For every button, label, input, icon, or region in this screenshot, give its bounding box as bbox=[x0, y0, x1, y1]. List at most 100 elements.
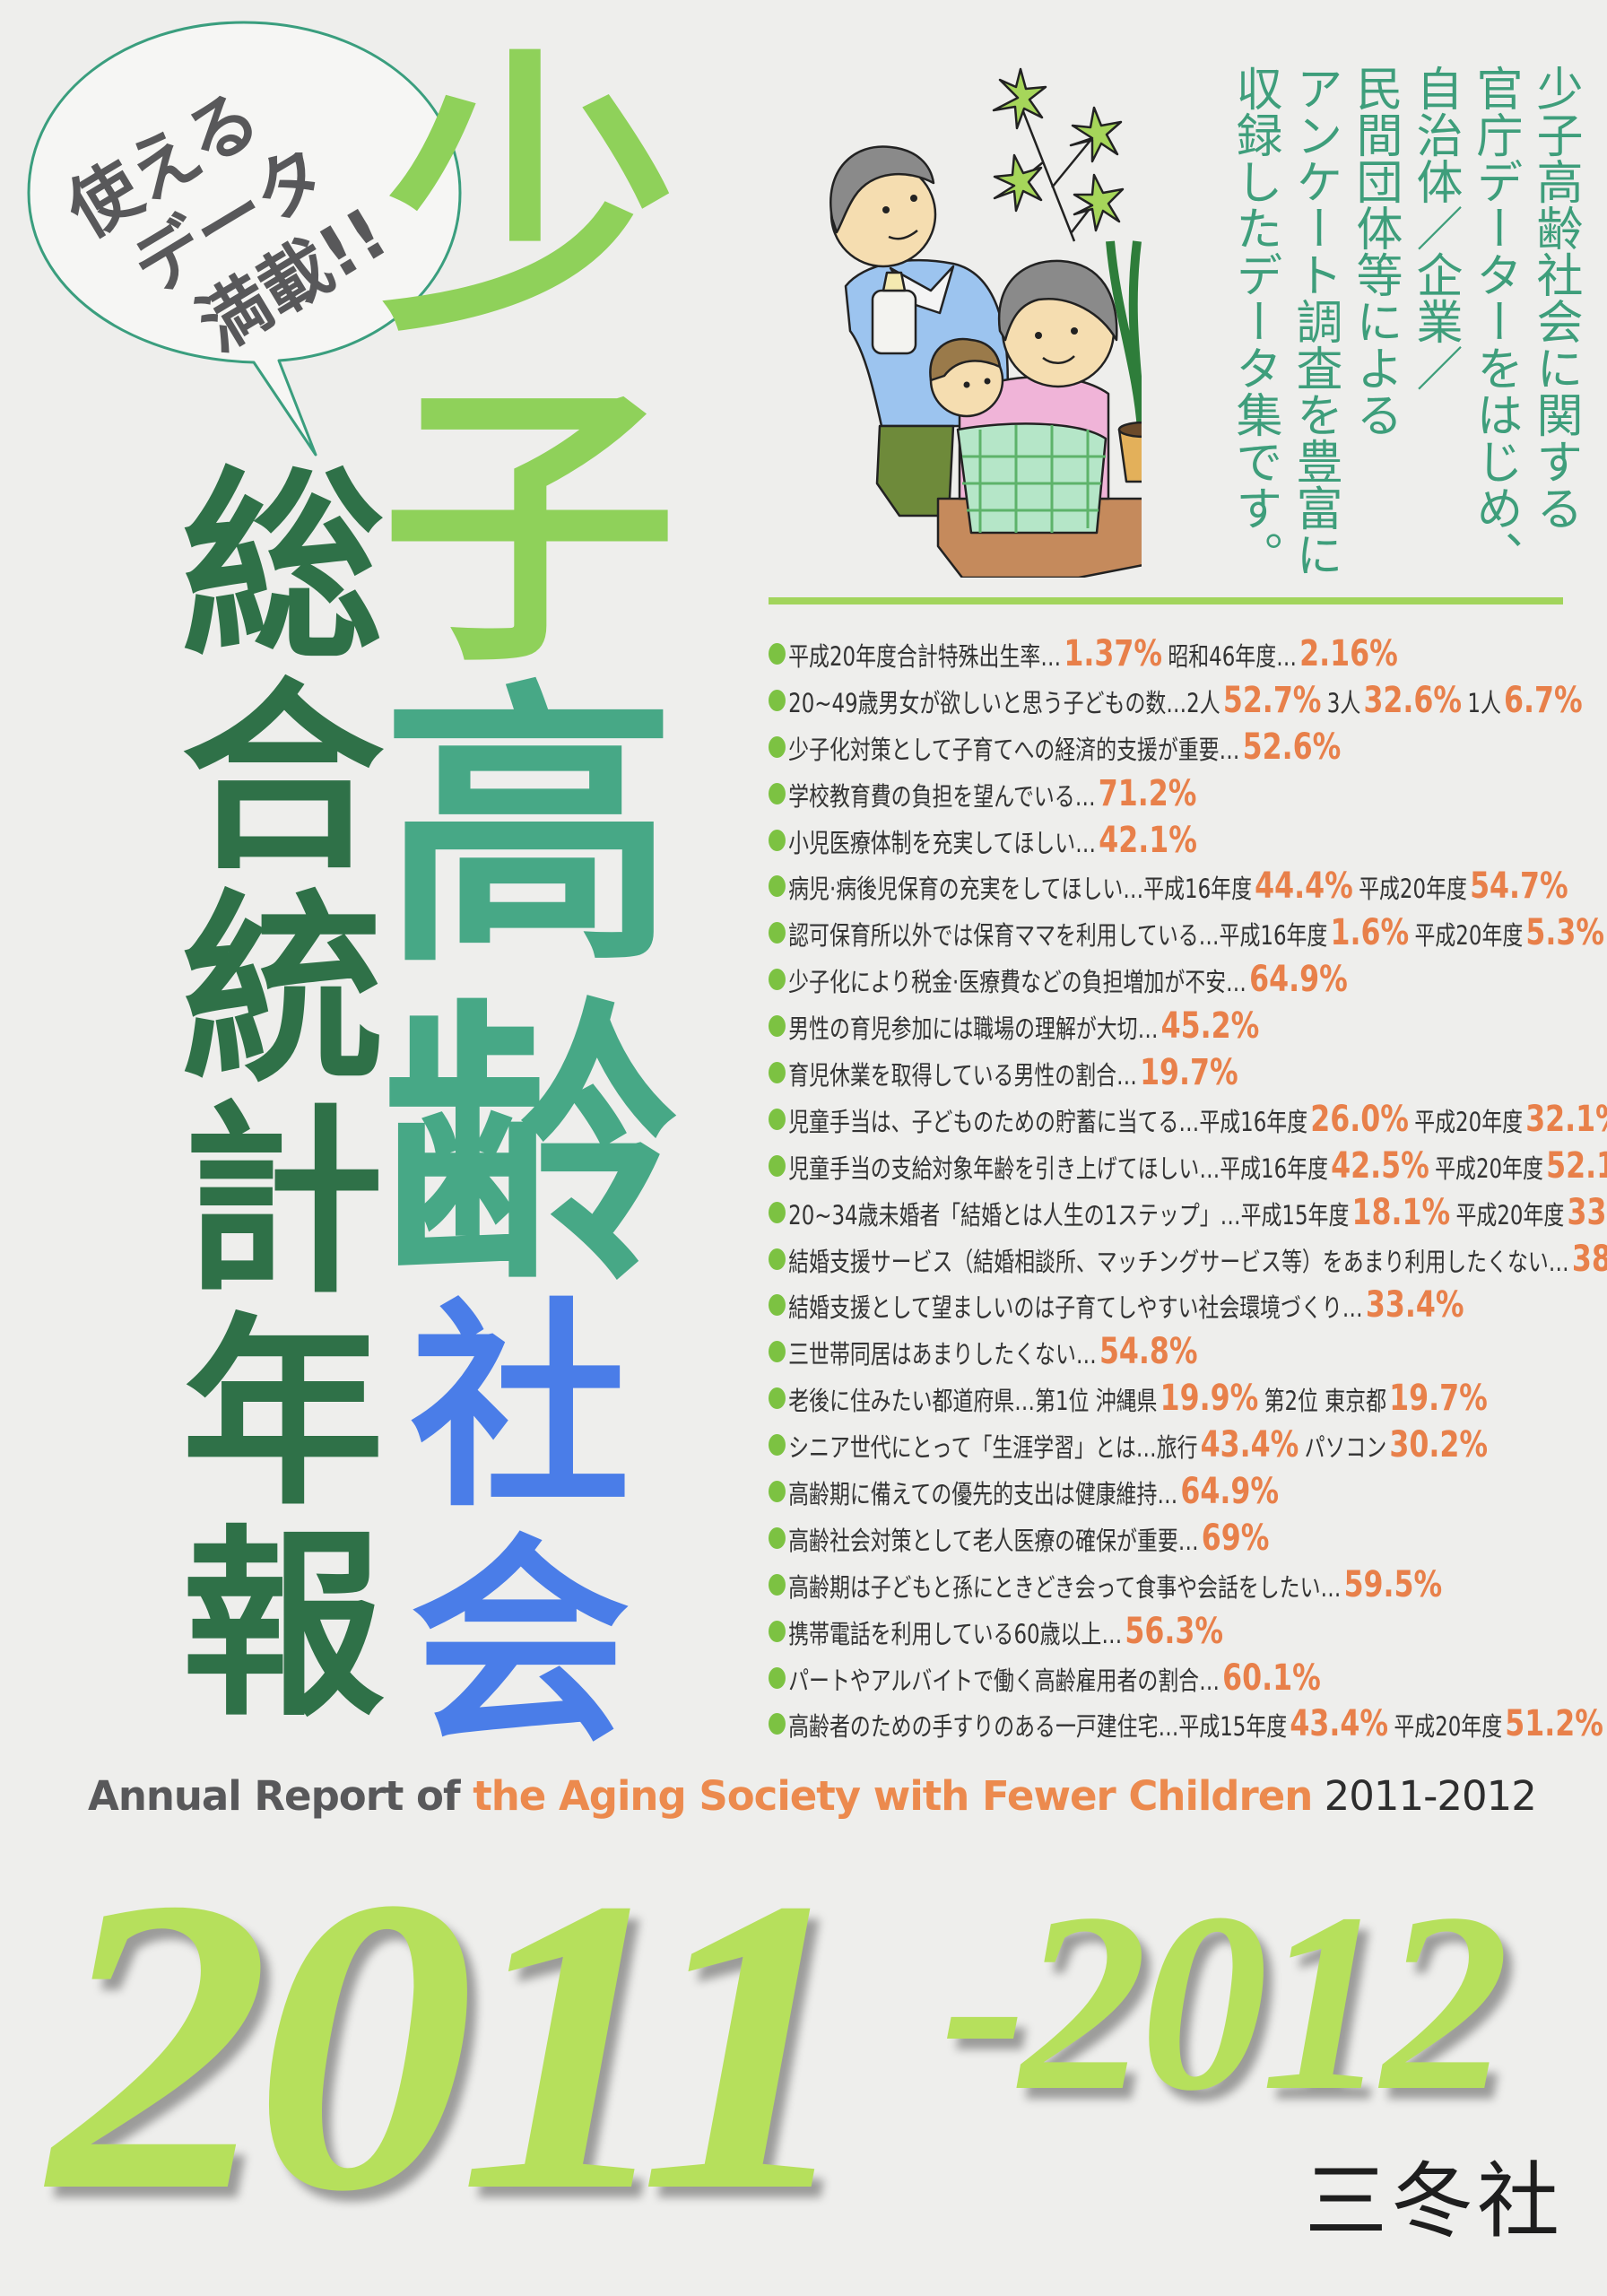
fact-label: 少子化により税金·医療費などの負担増加が不安… bbox=[788, 967, 1247, 998]
divider-line bbox=[769, 597, 1563, 604]
bullet-icon bbox=[769, 1061, 786, 1083]
fact-value: 43.4% bbox=[1200, 1424, 1299, 1466]
fact-value: 26.0% bbox=[1310, 1098, 1409, 1140]
fact-label: シニア世代にとって「生涯学習」とは…旅行 bbox=[788, 1432, 1198, 1464]
fact-label: 小児医療体制を充実してほしい… bbox=[788, 827, 1097, 858]
fact-item: 老後に住みたい都道府県…第1位 沖縄県 19.9% 第2位 東京都 19.7% bbox=[769, 1375, 1594, 1422]
fact-label: 認可保育所以外では保育ママを利用している…平成16年度 bbox=[788, 920, 1328, 952]
fact-value: 38% bbox=[1571, 1238, 1607, 1280]
fact-item: 男性の育児参加には職場の理解が大切… 45.2% bbox=[769, 1003, 1594, 1049]
fact-value: 64.9% bbox=[1249, 959, 1348, 1001]
bullet-icon bbox=[769, 829, 786, 851]
bullet-icon bbox=[769, 1201, 786, 1223]
fact-value: 71.2% bbox=[1098, 772, 1197, 814]
fact-value: 33.4% bbox=[1365, 1284, 1464, 1326]
fact-label: 平成20年度合計特殊出生率… bbox=[788, 640, 1062, 672]
fact-value: 42.5% bbox=[1331, 1144, 1429, 1187]
fact-value: 51.2% bbox=[1505, 1703, 1603, 1745]
facts-list: 平成20年度合計特殊出生率… 1.37% 昭和46年度… 2.16% 20~49歳男女が… bbox=[769, 631, 1607, 1747]
fact-value: 54.7% bbox=[1470, 865, 1568, 908]
bullet-icon bbox=[769, 1387, 786, 1410]
blurb-column: 官庁データーをはじめ、 bbox=[1468, 65, 1522, 578]
bullet-icon bbox=[769, 1620, 786, 1642]
fact-value: 52.7% bbox=[1222, 679, 1322, 721]
fact-value: 1.37% bbox=[1064, 632, 1162, 674]
bullet-icon bbox=[769, 1154, 786, 1177]
fact-label: 高齢期は子どもと孫にときどき会って食事や会話をしたい… bbox=[788, 1571, 1342, 1603]
fact-value: 60.1% bbox=[1222, 1657, 1321, 1699]
bullet-icon bbox=[769, 875, 786, 898]
blurb-column: 自治体／企業／ bbox=[1408, 65, 1462, 391]
fact-value: 32.1% bbox=[1525, 1098, 1607, 1140]
fact-item: 高齢社会対策として老人医療の確保が重要… 69% bbox=[769, 1515, 1594, 1561]
fact-label: 児童手当の支給対象年齢を引き上げてほしい…平成16年度 bbox=[788, 1152, 1329, 1184]
fact-value: 19.7% bbox=[1389, 1378, 1488, 1420]
fact-value: 32.6% bbox=[1363, 679, 1463, 721]
subtitle: 総合統計年報 bbox=[147, 459, 383, 1729]
english-title-part: 2011-2012 bbox=[1312, 1772, 1537, 1820]
bullet-icon bbox=[769, 1713, 786, 1735]
fact-item: 少子化対策として子育てへの経済的支援が重要… 52.6% bbox=[769, 724, 1594, 770]
fact-label: 平成20年度 bbox=[1435, 1152, 1543, 1184]
fact-item: パートやアルバイトで働く高齢雇用者の割合… 60.1% bbox=[769, 1655, 1594, 1701]
fact-item: 病児·病後児保育の充実をしてほしい…平成16年度 44.4% 平成20年度 54.7% bbox=[769, 863, 1594, 909]
fact-value: 19.9% bbox=[1160, 1378, 1259, 1420]
fact-value: 6.7% bbox=[1504, 679, 1583, 721]
fact-label: 平成20年度 bbox=[1414, 920, 1524, 952]
potted-plant-icon bbox=[1106, 240, 1142, 483]
publisher-name: 三冬社 bbox=[1305, 2153, 1564, 2249]
fact-label: 高齢者のための手すりのある一戸建住宅…平成15年度 bbox=[788, 1711, 1288, 1743]
fact-label: 携帯電話を利用している60歳以上… bbox=[788, 1618, 1123, 1649]
fact-label: 平成20年度 bbox=[1394, 1711, 1503, 1743]
fact-label: 20~49歳男女が欲しいと思う子どもの数…2人 bbox=[788, 687, 1220, 718]
fact-value: 45.2% bbox=[1160, 1005, 1260, 1048]
fact-label: 高齢期に備えての優先的支出は健康維持… bbox=[788, 1478, 1178, 1509]
bullet-icon bbox=[769, 689, 786, 711]
blurb-column: アンケート調査を豊富に bbox=[1288, 65, 1342, 578]
blurb-text: 少子高齢社会に関する 官庁データーをはじめ、 自治体／企業／ 民間団体等による … bbox=[1224, 65, 1585, 578]
fact-item: 児童手当は、子どものための貯蓄に当てる…平成16年度 26.0% 平成20年度 32.… bbox=[769, 1096, 1607, 1143]
fact-value: 64.9% bbox=[1180, 1470, 1280, 1512]
fact-label: 平成20年度 bbox=[1414, 1106, 1524, 1137]
plant-icon bbox=[992, 67, 1125, 242]
bullet-icon bbox=[769, 1294, 786, 1317]
fact-value: 33.2% bbox=[1567, 1191, 1607, 1233]
bullet-icon bbox=[769, 1248, 786, 1270]
bullet-icon bbox=[769, 782, 786, 804]
fact-item: 携帯電話を利用している60歳以上… 56.3% bbox=[769, 1608, 1594, 1655]
bullet-icon bbox=[769, 1108, 786, 1130]
english-title-part: Annual Report of bbox=[88, 1772, 473, 1820]
fact-item: 結婚支援として望ましいのは子育てしやすい社会環境づくり… 33.4% bbox=[769, 1282, 1594, 1328]
title-char: 高 bbox=[381, 657, 677, 1002]
fact-item: 学校教育費の負担を望んでいる… 71.2% bbox=[769, 770, 1594, 817]
fact-value: 56.3% bbox=[1125, 1610, 1224, 1652]
fact-value: 18.1% bbox=[1351, 1191, 1451, 1233]
title-char: 少 bbox=[381, 28, 677, 372]
bullet-icon bbox=[769, 1015, 786, 1038]
year-first: 2011 bbox=[49, 1811, 859, 2278]
title-char-society: 社 bbox=[410, 1281, 630, 1536]
fact-item: 少子化により税金·医療費などの負担増加が不安… 64.9% bbox=[769, 956, 1594, 1003]
fact-item: 小児医療体制を充実してほしい… 42.1% bbox=[769, 817, 1594, 864]
fact-value: 2.16% bbox=[1299, 632, 1398, 674]
bullet-icon bbox=[769, 969, 786, 991]
bullet-icon bbox=[769, 735, 786, 758]
fact-label: 平成20年度 bbox=[1359, 874, 1467, 905]
fact-label: 3人 bbox=[1326, 687, 1361, 718]
fact-item: 育児休業を取得している男性の割合… 19.7% bbox=[769, 1049, 1594, 1096]
fact-label: 少子化対策として子育てへの経済的支援が重要… bbox=[788, 734, 1240, 765]
fact-value: 54.8% bbox=[1099, 1331, 1198, 1373]
fact-label: 学校教育費の負担を望んでいる… bbox=[788, 780, 1096, 812]
grandparents-illustration-icon bbox=[830, 67, 1142, 578]
fact-label: 第2位 東京都 bbox=[1264, 1386, 1386, 1417]
title-char: 子 bbox=[381, 357, 677, 701]
fact-label: 病児·病後児保育の充実をしてほしい…平成16年度 bbox=[788, 874, 1252, 905]
fact-item: 高齢者のための手すりのある一戸建住宅…平成15年度 43.4% 平成20年度 51.2… bbox=[769, 1700, 1603, 1747]
bullet-icon bbox=[769, 642, 786, 665]
bullet-icon bbox=[769, 1573, 786, 1596]
fact-value: 52.6% bbox=[1242, 726, 1342, 768]
bullet-icon bbox=[769, 1341, 786, 1363]
fact-item: 平成20年度合計特殊出生率… 1.37% 昭和46年度… 2.16% bbox=[769, 631, 1594, 677]
bullet-icon bbox=[769, 1526, 786, 1549]
year-second: -2012 bbox=[942, 1860, 1509, 2144]
